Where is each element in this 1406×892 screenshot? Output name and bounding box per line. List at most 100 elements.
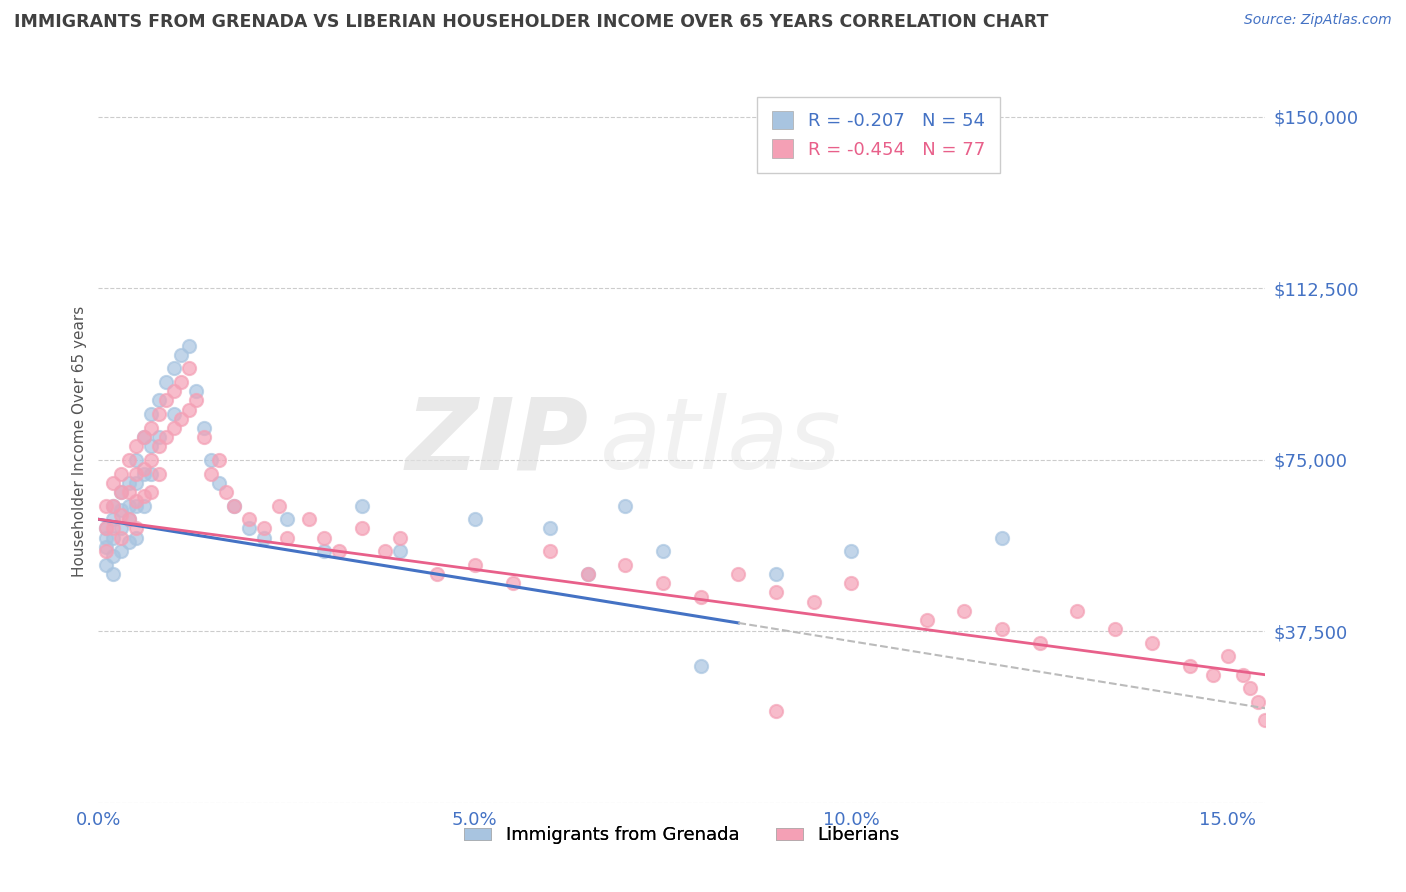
- Point: [139, 484, 162, 499]
- Point: [132, 462, 155, 476]
- Point: [464, 512, 486, 526]
- Point: [1028, 636, 1050, 650]
- Point: [1216, 649, 1239, 664]
- Point: [238, 512, 260, 526]
- Point: [148, 393, 170, 408]
- Point: [163, 361, 186, 376]
- Point: [170, 348, 193, 362]
- Point: [328, 544, 350, 558]
- Point: [388, 544, 411, 558]
- Point: [298, 512, 321, 526]
- Point: [117, 484, 139, 499]
- Point: [110, 467, 132, 481]
- Point: [94, 521, 117, 535]
- Text: IMMIGRANTS FROM GRENADA VS LIBERIAN HOUSEHOLDER INCOME OVER 65 YEARS CORRELATION: IMMIGRANTS FROM GRENADA VS LIBERIAN HOUS…: [14, 13, 1049, 31]
- Point: [117, 475, 139, 490]
- Point: [110, 484, 132, 499]
- Point: [186, 393, 208, 408]
- Point: [177, 338, 200, 352]
- Point: [117, 499, 139, 513]
- Point: [110, 544, 132, 558]
- Point: [177, 402, 200, 417]
- Point: [110, 503, 132, 517]
- Point: [538, 521, 561, 535]
- Point: [125, 499, 148, 513]
- Text: ZIP: ZIP: [405, 393, 589, 490]
- Point: [765, 704, 787, 718]
- Point: [177, 361, 200, 376]
- Point: [103, 521, 125, 535]
- Point: [125, 439, 148, 453]
- Point: [253, 521, 276, 535]
- Point: [103, 567, 125, 582]
- Point: [314, 544, 336, 558]
- Point: [953, 604, 976, 618]
- Point: [103, 512, 125, 526]
- Point: [94, 544, 117, 558]
- Point: [117, 453, 139, 467]
- Point: [1178, 658, 1201, 673]
- Point: [238, 521, 260, 535]
- Point: [839, 576, 862, 591]
- Point: [103, 499, 125, 513]
- Point: [502, 576, 524, 591]
- Point: [276, 531, 298, 545]
- Point: [117, 512, 139, 526]
- Point: [170, 411, 193, 425]
- Point: [350, 499, 373, 513]
- Point: [1254, 714, 1277, 728]
- Point: [94, 558, 117, 572]
- Text: Source: ZipAtlas.com: Source: ZipAtlas.com: [1244, 13, 1392, 28]
- Point: [538, 544, 561, 558]
- Point: [148, 439, 170, 453]
- Point: [103, 475, 125, 490]
- Point: [614, 558, 637, 572]
- Y-axis label: Householder Income Over 65 years: Householder Income Over 65 years: [72, 306, 87, 577]
- Point: [991, 531, 1014, 545]
- Point: [464, 558, 486, 572]
- Point: [765, 585, 787, 599]
- Point: [276, 512, 298, 526]
- Point: [200, 453, 222, 467]
- Point: [373, 544, 395, 558]
- Point: [132, 467, 155, 481]
- Point: [94, 540, 117, 554]
- Point: [125, 467, 148, 481]
- Point: [132, 430, 155, 444]
- Point: [652, 544, 675, 558]
- Point: [689, 658, 711, 673]
- Point: [388, 531, 411, 545]
- Point: [139, 407, 162, 421]
- Point: [803, 594, 825, 608]
- Point: [1202, 667, 1225, 681]
- Point: [132, 499, 155, 513]
- Point: [186, 384, 208, 399]
- Point: [117, 512, 139, 526]
- Point: [163, 407, 186, 421]
- Point: [614, 499, 637, 513]
- Point: [148, 467, 170, 481]
- Point: [576, 567, 599, 582]
- Point: [103, 531, 125, 545]
- Point: [991, 622, 1014, 636]
- Point: [576, 567, 599, 582]
- Point: [163, 384, 186, 399]
- Point: [155, 430, 177, 444]
- Point: [94, 521, 117, 535]
- Point: [139, 453, 162, 467]
- Point: [1239, 681, 1261, 696]
- Point: [193, 430, 215, 444]
- Point: [94, 531, 117, 545]
- Point: [426, 567, 449, 582]
- Point: [727, 567, 749, 582]
- Point: [314, 531, 336, 545]
- Point: [163, 421, 186, 435]
- Point: [222, 499, 245, 513]
- Point: [139, 467, 162, 481]
- Point: [200, 467, 222, 481]
- Point: [94, 499, 117, 513]
- Point: [170, 375, 193, 389]
- Point: [132, 490, 155, 504]
- Point: [139, 421, 162, 435]
- Point: [215, 484, 238, 499]
